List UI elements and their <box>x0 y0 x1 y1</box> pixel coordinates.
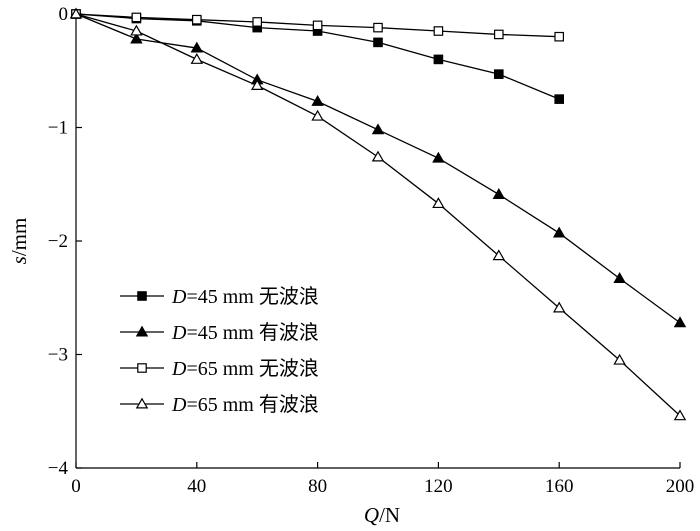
y-tick-label: −3 <box>48 345 68 366</box>
data-point <box>492 188 506 199</box>
y-tick-label: −4 <box>48 458 69 479</box>
data-point <box>552 301 566 313</box>
legend-label-text: =65 mm 无波浪 <box>186 357 318 380</box>
series-group <box>69 7 687 421</box>
legend-item: D=65 mm 有波浪 <box>120 393 319 416</box>
y-tick-label: 0 <box>59 4 69 25</box>
data-point <box>613 272 626 283</box>
data-point <box>433 26 444 36</box>
legend-label: D=45 mm 有波浪 <box>171 321 319 344</box>
x-tick-label: 120 <box>424 476 453 497</box>
data-point <box>373 37 383 48</box>
data-point <box>192 14 202 25</box>
data-point <box>190 41 204 53</box>
data-point <box>252 17 262 27</box>
data-point <box>673 316 687 328</box>
legend-label: D=45 mm 无波浪 <box>171 285 319 308</box>
data-point <box>130 32 143 44</box>
y-axis-ticks: 0 −1 −2 −3 −4 <box>48 4 82 479</box>
x-tick-label: 0 <box>71 476 81 497</box>
y-tick-label: −2 <box>48 231 68 252</box>
legend-label-text: =45 mm 有波浪 <box>186 321 318 344</box>
data-point <box>135 397 149 409</box>
x-axis-title: Q/N <box>364 503 400 527</box>
legend-label-variable: D <box>171 322 187 344</box>
x-tick-label: 200 <box>666 476 695 497</box>
data-point <box>494 29 504 40</box>
data-point <box>311 109 324 121</box>
data-point <box>552 226 566 238</box>
legend-label-variable: D <box>171 286 187 308</box>
data-point <box>311 94 324 106</box>
legend-item: D=45 mm 有波浪 <box>120 321 319 344</box>
x-tick-label: 40 <box>187 476 206 497</box>
x-axis-variable: Q <box>364 503 379 527</box>
plot-frame <box>75 14 680 469</box>
series-line <box>75 13 681 417</box>
x-axis-slash: / <box>379 503 385 527</box>
series-group <box>71 9 564 42</box>
legend-label: D=65 mm 有波浪 <box>171 393 319 416</box>
data-point <box>554 31 564 42</box>
data-point <box>137 363 147 373</box>
x-tick-label: 80 <box>308 476 327 497</box>
y-axis-variable: s <box>7 256 31 264</box>
data-point <box>190 52 204 64</box>
series-group <box>69 7 687 328</box>
series-line <box>75 13 681 324</box>
data-point <box>373 22 383 33</box>
data-point <box>371 150 385 162</box>
data-point <box>554 94 564 104</box>
legend-label: D=65 mm 无波浪 <box>171 357 319 380</box>
legend-label-variable: D <box>171 394 187 416</box>
data-point <box>432 197 445 209</box>
y-axis-slash: / <box>7 250 31 256</box>
legend-item: D=45 mm 无波浪 <box>120 285 319 308</box>
x-tick-label: 160 <box>545 476 574 497</box>
data-point <box>494 69 504 79</box>
y-axis-unit: mm <box>7 218 31 251</box>
data-point <box>492 249 506 261</box>
legend-label-text: =45 mm 无波浪 <box>186 285 318 308</box>
y-tick-label: −1 <box>48 118 68 139</box>
legend-label-variable: D <box>171 358 187 380</box>
data-point <box>613 353 626 365</box>
data-point <box>250 79 264 91</box>
data-point <box>69 7 83 19</box>
data-point <box>433 54 444 65</box>
data-point <box>673 409 687 421</box>
data-point <box>312 20 323 31</box>
data-point <box>135 325 149 337</box>
data-point <box>130 24 143 36</box>
x-axis-ticks: 0 40 80 120 160 200 <box>71 462 694 497</box>
y-axis-title: s/mm <box>7 218 31 265</box>
legend-label-text: =65 mm 有波浪 <box>186 393 318 416</box>
data-point <box>371 123 385 135</box>
data-point <box>432 151 445 163</box>
data-point <box>131 12 142 23</box>
series-layer <box>69 7 687 421</box>
x-axis-unit: N <box>385 503 400 527</box>
data-point <box>137 291 147 301</box>
legend-item: D=65 mm 无波浪 <box>120 357 319 380</box>
